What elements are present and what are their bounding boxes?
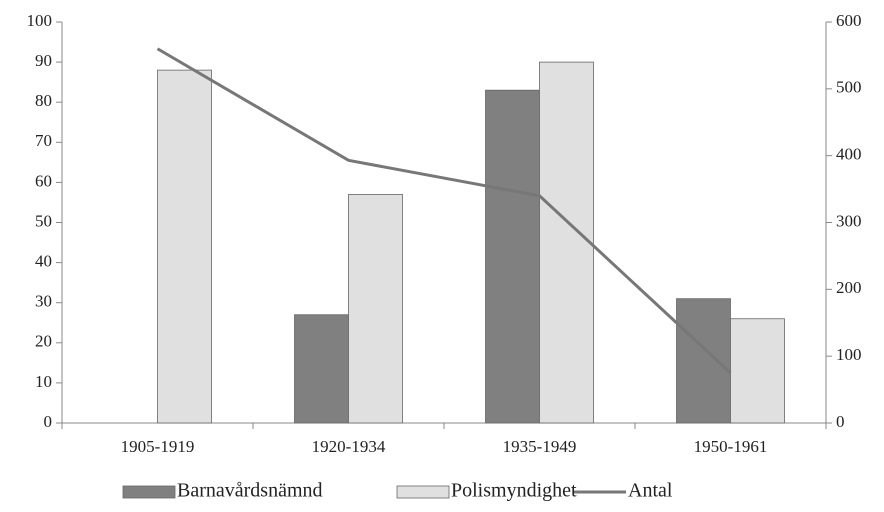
- line: [156, 47, 732, 374]
- y2-tick-label: 400: [836, 145, 862, 164]
- legend-label: Antal: [628, 480, 673, 502]
- x-tick-label: 1905-1919: [121, 437, 195, 456]
- y-tick-label: 40: [35, 252, 52, 271]
- legend-swatch: [396, 485, 450, 499]
- x-tick-label: 1935-1949: [503, 437, 577, 456]
- y2-tick-label: 200: [836, 278, 862, 297]
- bar: [485, 89, 540, 424]
- y-tick-label: 50: [35, 211, 52, 230]
- y-tick-label: 10: [35, 372, 52, 391]
- y-tick-label: 70: [35, 131, 52, 150]
- y-tick-label: 100: [27, 11, 53, 30]
- y-tick-label: 80: [35, 91, 52, 110]
- bar: [676, 298, 731, 424]
- x-tick-label: 1950-1961: [694, 437, 768, 456]
- legend-label: Polismyndighet: [451, 480, 577, 502]
- y2-tick-label: 100: [836, 345, 862, 364]
- y-tick-label: 20: [35, 332, 52, 351]
- x-tick-label: 1920-1934: [312, 437, 386, 456]
- y2-tick-label: 300: [836, 211, 862, 230]
- bar: [730, 318, 785, 424]
- bar: [539, 61, 594, 424]
- y-tick-label: 30: [35, 292, 52, 311]
- y2-tick-label: 0: [836, 412, 845, 431]
- legend: Barnavårdsnämnd Polismyndighet Antal: [122, 480, 673, 502]
- y-tick-label: 90: [35, 51, 52, 70]
- y2-tick-label: 500: [836, 78, 862, 97]
- y-tick-label: 0: [44, 412, 53, 431]
- legend-swatch: [122, 485, 176, 499]
- y2-tick-label: 600: [836, 11, 862, 30]
- bar: [157, 69, 212, 424]
- bar: [294, 314, 349, 424]
- y-tick-label: 60: [35, 171, 52, 190]
- bar: [348, 194, 403, 424]
- legend-label: Barnavårdsnämnd: [177, 480, 323, 502]
